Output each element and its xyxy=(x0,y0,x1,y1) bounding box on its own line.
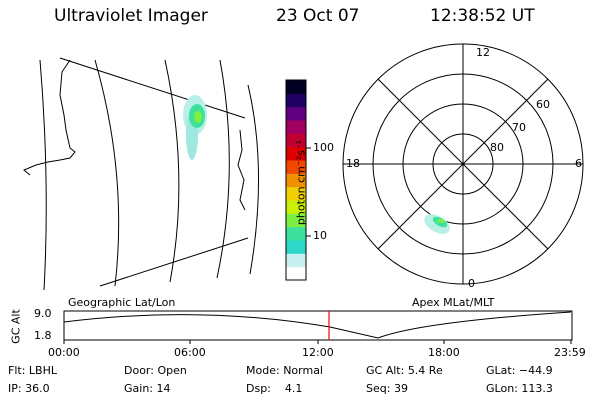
altitude-curve xyxy=(63,311,572,339)
colorbar xyxy=(285,79,307,281)
colorbar-segment xyxy=(286,240,306,254)
geographic-map xyxy=(23,57,259,291)
door-status: Door: Open xyxy=(124,364,187,377)
meridian-line xyxy=(216,59,230,279)
apex-map-label: Apex MLat/MLT xyxy=(412,296,495,309)
dsp-status: Dsp: 4.1 xyxy=(246,382,303,395)
glat-value: −44.9 xyxy=(518,364,553,377)
geographic-map-label: Geographic Lat/Lon xyxy=(68,296,176,309)
coastline xyxy=(23,59,76,176)
ip-value: 36.0 xyxy=(25,382,50,395)
time-label: 12:38:52 UT xyxy=(430,6,535,26)
altitude-ytick-top: 9.0 xyxy=(34,307,52,320)
gain-status: Gain: 14 xyxy=(124,382,171,395)
colorbar-segment xyxy=(286,253,306,268)
dsp-value: 4.1 xyxy=(284,382,303,395)
altitude-xtick: 00:00 xyxy=(48,346,80,359)
colorbar-unit-label: photon cm⁻²s⁻¹ xyxy=(294,139,308,226)
colorbar-segment xyxy=(286,160,306,174)
altitude-xtick: 06:00 xyxy=(174,346,206,359)
altitude-ylabel: GC Alt xyxy=(9,309,23,344)
colorbar-segment xyxy=(286,200,306,214)
mode-value: Normal xyxy=(283,364,323,377)
altitude-xtick: 23:59 xyxy=(554,346,586,359)
colorbar-tick-label: 100 xyxy=(313,141,334,154)
mlat-label: 60 xyxy=(536,98,550,111)
altitude-xtick: 12:00 xyxy=(302,346,334,359)
parallel-line xyxy=(99,237,249,287)
gcalt-value: 5.4 Re xyxy=(407,364,443,377)
aurora-emission-polar xyxy=(424,214,450,234)
altitude-xtick: 18:00 xyxy=(428,346,460,359)
glon-status: GLon: 113.3 xyxy=(486,382,553,395)
altitude-plot xyxy=(63,310,573,344)
mlt-label-18: 18 xyxy=(346,157,360,170)
colorbar-segment xyxy=(286,120,306,134)
coastline xyxy=(237,129,246,211)
colorbar-ticks xyxy=(306,147,311,237)
colorbar-segment xyxy=(286,146,306,161)
colorbar-frame xyxy=(285,79,307,281)
meridian-line xyxy=(94,59,120,287)
mlt-label-0: 0 xyxy=(468,277,475,290)
filter-status: Flt: LBHL xyxy=(8,364,57,377)
colorbar-segment xyxy=(286,226,306,241)
colorbar-tick-label: 10 xyxy=(313,229,327,242)
colorbar-segment xyxy=(286,266,306,281)
glon-value: 113.3 xyxy=(521,382,553,395)
mlat-label: 70 xyxy=(512,121,526,134)
date-label: 23 Oct 07 xyxy=(276,6,360,26)
gain-value: 14 xyxy=(156,382,171,395)
gcalt-status: GC Alt: 5.4 Re xyxy=(366,364,443,377)
aurora-emission-geo xyxy=(183,95,207,160)
colorbar-segment xyxy=(286,106,306,121)
seq-status: Seq: 39 xyxy=(366,382,408,395)
meridian-line xyxy=(247,84,259,275)
mlt-label-12: 12 xyxy=(476,46,490,59)
colorbar-segment xyxy=(286,173,306,188)
polar-plot xyxy=(342,43,584,285)
ip-status: IP: 36.0 xyxy=(8,382,50,395)
instrument-title: Ultraviolet Imager xyxy=(54,6,208,26)
colorbar-segment xyxy=(286,133,306,148)
mlat-label: 80 xyxy=(490,141,504,154)
parallel-line xyxy=(59,57,246,119)
mlt-label-6: 6 xyxy=(575,157,582,170)
seq-value: 39 xyxy=(393,382,408,395)
colorbar-segment xyxy=(286,186,306,201)
meridian-line xyxy=(39,59,47,291)
filter-value: LBHL xyxy=(28,364,57,377)
mode-status: Mode: Normal xyxy=(246,364,323,377)
colorbar-segment xyxy=(286,93,306,108)
door-value: Open xyxy=(157,364,187,377)
colorbar-segment xyxy=(286,213,306,228)
glat-status: GLat: −44.9 xyxy=(486,364,553,377)
meridian-line xyxy=(164,59,180,283)
altitude-ytick-bottom: 1.8 xyxy=(34,329,52,342)
colorbar-segment xyxy=(286,80,306,94)
